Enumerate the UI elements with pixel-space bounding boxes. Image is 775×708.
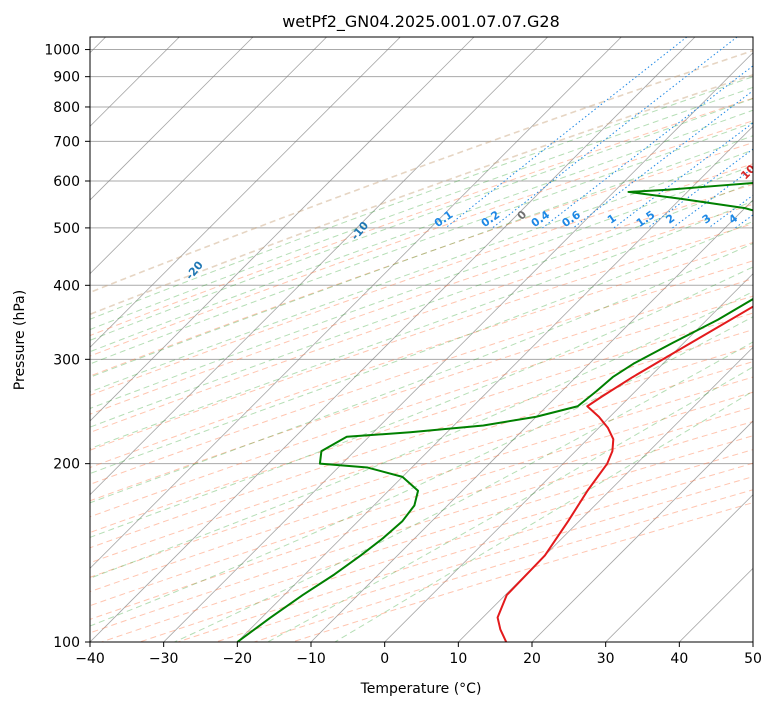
- y-tick-label: 600: [53, 174, 80, 190]
- x-axis-label: Temperature (°C): [360, 681, 482, 697]
- x-tick-label: −20: [223, 651, 253, 667]
- isotherm-line: [90, 37, 254, 201]
- isotherm-line: [531, 420, 753, 642]
- temperature-profile-line: [496, 305, 753, 642]
- x-tick-label: 0: [380, 651, 389, 667]
- moist-adiabat-line: [90, 164, 753, 409]
- plot-area: 0.10.20.40.611.52346810131620253036-100-…: [90, 37, 753, 642]
- isotherm-line: [310, 199, 753, 642]
- dry-adiabat-line: [90, 142, 753, 377]
- dry-adiabat-line: [90, 312, 753, 534]
- moist-adiabat-line: [90, 109, 753, 353]
- dry-adiabat-line: [90, 97, 753, 337]
- mixing-ratio-line: [492, 37, 738, 229]
- y-axis-label: Pressure (hPa): [12, 290, 28, 390]
- x-tick-label: 40: [670, 651, 688, 667]
- y-tick-label: 300: [53, 352, 80, 368]
- x-tick-label: 20: [523, 651, 541, 667]
- dewpoint-profile-line: [236, 182, 753, 642]
- moist-adiabat-line: [90, 76, 753, 320]
- y-tick-label: 800: [53, 100, 80, 116]
- y-tick-label: 700: [53, 134, 80, 150]
- x-tick-label: 30: [597, 651, 615, 667]
- dry-adiabat-line: [90, 73, 753, 316]
- dry-adiabat-line: [90, 391, 753, 607]
- isotherm-line: [90, 37, 327, 275]
- dry-adiabat-line: [90, 278, 753, 502]
- x-tick-label: 50: [744, 651, 762, 667]
- isotherm-line: [605, 494, 753, 642]
- y-tick-label: 400: [53, 278, 80, 294]
- mixing-ratio-line: [572, 90, 753, 229]
- x-tick-label: −10: [296, 651, 326, 667]
- moist-adiabat-line: [90, 290, 753, 579]
- dry-adiabat-line: [90, 183, 753, 415]
- moist-adiabat-line: [90, 200, 753, 450]
- x-tick-label: −30: [149, 651, 179, 667]
- moist-adiabat-line: [90, 242, 753, 504]
- isotherm-line: [163, 52, 753, 642]
- plot-frame: [89, 36, 754, 643]
- dry-adiabat-line: [90, 120, 753, 357]
- isotherm-line: [90, 37, 696, 642]
- mixing-ratio-line: [542, 65, 753, 229]
- isotherm-line: [458, 346, 753, 642]
- moist-adiabat-line: [90, 181, 753, 428]
- y-tick-label: 1000: [44, 43, 80, 59]
- y-tick-label: 200: [53, 457, 80, 473]
- moist-adiabat-line: [90, 98, 753, 341]
- x-tick-label: 10: [449, 651, 467, 667]
- axes: −40 −30 −20 −10 0 10 20 30 40 50 100 200 300 400 500 60…: [44, 43, 762, 667]
- isotherm-line: [90, 37, 475, 422]
- y-tick-label: 900: [53, 70, 80, 86]
- isotherm-line: [384, 273, 753, 642]
- moist-adiabat-line: [90, 266, 753, 538]
- x-tick-label: −40: [75, 651, 105, 667]
- dry-adiabat-line: [90, 329, 753, 549]
- isotherm-line: [90, 37, 548, 496]
- dry-adiabat-line: [90, 223, 753, 451]
- y-tick-label: 100: [53, 635, 80, 651]
- isotherm-line: [90, 37, 622, 569]
- isotherm-line: [237, 125, 753, 642]
- moist-adiabat-line: [90, 86, 753, 331]
- isotherm-line: [90, 37, 401, 348]
- dry-adiabat-line: [90, 49, 753, 294]
- y-tick-label: 500: [53, 221, 80, 237]
- chart-title: wetPf2_GN04.2025.001.07.07.G28: [282, 12, 560, 32]
- dry-adiabat-line: [90, 361, 753, 578]
- dry-adiabat-line: [90, 260, 753, 485]
- dry-adiabat-line: [90, 163, 753, 396]
- moist-adiabat-line: [267, 366, 753, 642]
